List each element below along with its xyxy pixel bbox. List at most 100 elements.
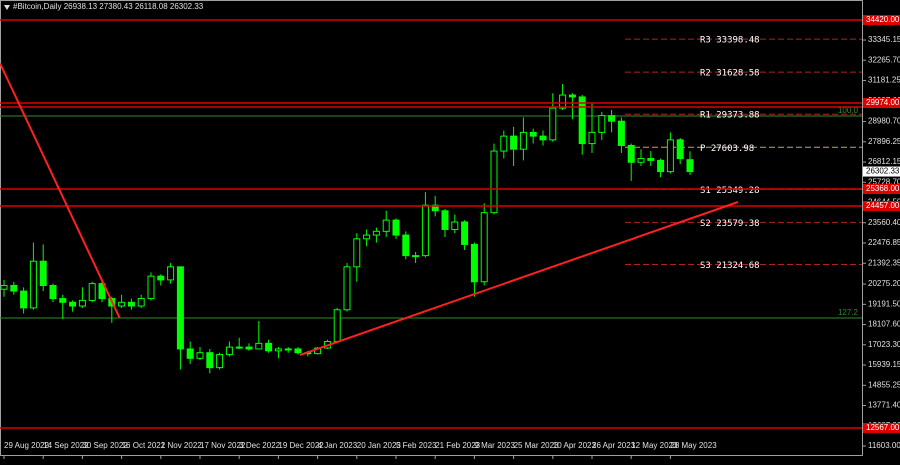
candle-body (20, 290, 28, 309)
level-tag-label: 25368.00 (866, 184, 900, 193)
candle-body (470, 243, 478, 283)
level-tag-label: 29974.00 (866, 98, 900, 107)
y-tick-label: 33345.15 (868, 35, 900, 44)
x-tick-label: 25 Mar 2023 (514, 441, 559, 450)
trend-line (0, 63, 121, 319)
menu-arrow[interactable] (4, 5, 10, 10)
level-tag (863, 14, 900, 25)
candle-body (519, 131, 527, 150)
candle-body (598, 115, 606, 133)
candle-body (274, 348, 282, 352)
pivot-label: S1 25349.28 (700, 186, 760, 196)
y-tick-label: 18107.60 (868, 320, 900, 329)
x-tick-label: 3 Dec 2022 (239, 441, 280, 450)
candle-body (0, 284, 8, 290)
level-tag-label: 34420.00 (866, 15, 900, 24)
candle-body (363, 234, 371, 240)
candle-body (88, 283, 96, 301)
candle-body (10, 284, 18, 292)
candle-body (245, 346, 253, 350)
trend-line (299, 201, 739, 356)
x-tick-label: 26 Apr 2023 (592, 441, 636, 450)
candle-body (127, 301, 135, 307)
price-tag (863, 166, 900, 177)
x-tick-label: 20 Jan 2023 (357, 441, 402, 450)
candle-body (69, 301, 77, 307)
candle-body (343, 266, 351, 311)
x-tick-label: 4 Jan 2023 (318, 441, 358, 450)
level-tag-label: 24457.00 (866, 201, 900, 210)
candle-body (412, 255, 420, 258)
x-tick-label: 14 Sep 2022 (43, 441, 89, 450)
candle-body (98, 283, 106, 300)
fib-label: 127.2 (838, 308, 859, 317)
candle-body (657, 159, 665, 173)
candle-body (441, 210, 449, 230)
plot-frame (0, 0, 863, 456)
candle-body (284, 348, 292, 351)
candle-body (402, 234, 410, 257)
candle-body (637, 158, 645, 163)
x-tick-label: 19 Dec 2022 (278, 441, 324, 450)
candle-body (157, 275, 165, 281)
y-tick-label: 17023.30 (868, 340, 900, 349)
candle-body (167, 266, 175, 281)
candle-body (39, 260, 47, 286)
candle-body (382, 219, 390, 232)
y-tick-label: 20275.20 (868, 279, 900, 288)
candle-body (431, 204, 439, 212)
y-tick-label: 31181.25 (868, 76, 900, 85)
y-tick-label: 15939.15 (868, 360, 900, 369)
y-tick-label: 21392.35 (868, 258, 900, 267)
level-tag (863, 184, 900, 195)
y-tick-label: 25728.70 (868, 177, 900, 186)
candle-body (627, 144, 635, 163)
candle-body (49, 284, 57, 300)
level-tag (863, 201, 900, 212)
candle-body (235, 346, 243, 349)
candle-body (539, 135, 547, 141)
y-tick-label: 14855.25 (868, 380, 900, 389)
candle-body (647, 158, 655, 161)
pivot-label: P 27603.98 (700, 144, 754, 154)
candle-body (216, 354, 224, 369)
x-tick-label: 17 Nov 2022 (200, 441, 246, 450)
candle-body (500, 135, 508, 152)
candle-body (206, 352, 214, 369)
pivot-label: R1 29373.88 (700, 111, 760, 121)
candle-body (559, 94, 567, 109)
candle-body (617, 120, 625, 146)
price-tag-label: 26302.33 (866, 167, 900, 176)
candle-body (137, 298, 145, 307)
candle-body (147, 275, 155, 300)
candle-body (59, 298, 67, 303)
candle-body (549, 107, 557, 141)
candle-body (529, 131, 537, 137)
candle-body (225, 346, 233, 356)
pivot-label: R3 33398.48 (700, 36, 760, 46)
candle-body (608, 115, 616, 122)
y-tick-label: 32265.70 (868, 55, 900, 64)
x-tick-label: 28 May 2023 (670, 441, 717, 450)
chart-title: #Bitcoin,Daily 26938.13 27380.43 26118.0… (13, 2, 204, 11)
candle-body (421, 204, 429, 257)
x-tick-label: 29 Aug 2022 (4, 441, 49, 450)
x-tick-label: 9 Mar 2023 (474, 441, 515, 450)
candle-body (510, 135, 518, 150)
candle-body (461, 221, 469, 245)
candle-body (118, 301, 126, 307)
level-tag (863, 423, 900, 434)
pivot-label: R2 31628.58 (700, 69, 760, 79)
y-tick-label: 26812.15 (868, 157, 900, 166)
candle-body (480, 212, 488, 283)
candle-body (686, 159, 694, 173)
y-tick-label: 11603.00 (868, 441, 900, 450)
y-tick-label: 27896.25 (868, 137, 900, 146)
candle-body (176, 266, 184, 350)
candle-body (490, 150, 498, 214)
x-tick-label: 30 Sep 2022 (82, 441, 128, 450)
level-tag (863, 98, 900, 109)
